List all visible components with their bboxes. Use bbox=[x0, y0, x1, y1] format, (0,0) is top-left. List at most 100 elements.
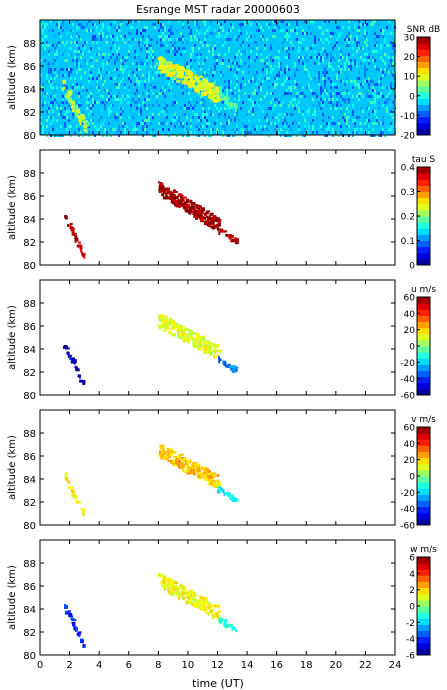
noise-cell bbox=[290, 29, 292, 32]
noise-cell bbox=[372, 92, 374, 95]
noise-cell bbox=[310, 47, 312, 50]
noise-cell bbox=[290, 80, 292, 83]
colorbar-tick-label: -40 bbox=[400, 375, 415, 385]
echo-layer bbox=[63, 573, 238, 648]
echo-cell bbox=[211, 481, 215, 485]
noise-cell bbox=[284, 47, 286, 50]
noise-cell bbox=[120, 68, 122, 71]
noise-cell bbox=[230, 68, 232, 71]
noise-cell bbox=[170, 116, 172, 119]
noise-cell bbox=[156, 101, 158, 104]
noise-cell bbox=[294, 29, 296, 32]
noise-cell bbox=[342, 56, 344, 59]
echo-cell bbox=[67, 223, 70, 227]
noise-cell bbox=[116, 98, 118, 101]
noise-cell bbox=[236, 83, 238, 86]
noise-cell bbox=[352, 80, 354, 83]
noise-cell bbox=[228, 119, 230, 122]
noise-cell bbox=[98, 89, 100, 92]
noise-cell bbox=[112, 35, 114, 38]
noise-cell bbox=[218, 113, 220, 116]
echo-cell bbox=[202, 341, 207, 345]
noise-cell bbox=[248, 110, 250, 113]
echo-cell bbox=[80, 116, 83, 119]
noise-cell bbox=[326, 104, 328, 107]
noise-cell bbox=[388, 92, 390, 95]
noise-cell bbox=[50, 101, 52, 104]
noise-cell bbox=[146, 62, 148, 65]
noise-cell bbox=[74, 41, 76, 44]
noise-cell bbox=[166, 44, 168, 47]
noise-cell bbox=[252, 92, 254, 95]
noise-cell bbox=[152, 77, 154, 80]
echo-cell bbox=[66, 352, 70, 356]
noise-cell bbox=[392, 101, 394, 104]
echo-cell bbox=[212, 83, 215, 87]
noise-cell bbox=[264, 77, 266, 80]
noise-cell bbox=[272, 116, 274, 119]
colorbar-swatch bbox=[417, 61, 430, 69]
noise-cell bbox=[210, 38, 212, 41]
noise-cell bbox=[242, 20, 244, 23]
noise-cell bbox=[216, 56, 218, 59]
echo-cell bbox=[182, 592, 186, 596]
echo-cell bbox=[231, 626, 234, 630]
noise-cell bbox=[148, 71, 150, 74]
noise-cell bbox=[258, 113, 260, 116]
echo-cell bbox=[217, 482, 222, 487]
noise-cell bbox=[346, 122, 348, 125]
colorbar-swatch bbox=[417, 185, 430, 192]
noise-cell bbox=[290, 32, 292, 35]
noise-cell bbox=[170, 26, 172, 29]
echo-cell bbox=[215, 92, 218, 96]
noise-cell bbox=[310, 32, 312, 35]
noise-cell bbox=[190, 125, 192, 128]
noise-cell bbox=[90, 56, 92, 59]
noise-cell bbox=[122, 107, 124, 110]
noise-cell bbox=[312, 104, 314, 107]
noise-cell bbox=[210, 128, 212, 131]
echo-cell bbox=[181, 595, 184, 600]
noise-cell bbox=[338, 65, 340, 68]
noise-cell bbox=[298, 41, 300, 44]
noise-cell bbox=[280, 23, 282, 26]
noise-cell bbox=[76, 86, 78, 89]
noise-cell bbox=[308, 98, 310, 101]
colorbar-swatch bbox=[417, 37, 430, 44]
colorbar-swatch bbox=[417, 339, 430, 347]
noise-cell bbox=[58, 71, 60, 74]
noise-cell bbox=[46, 107, 48, 110]
noise-cell bbox=[262, 29, 264, 32]
noise-cell bbox=[126, 56, 128, 59]
noise-cell bbox=[138, 20, 140, 23]
colorbar-swatch bbox=[417, 315, 430, 322]
noise-cell bbox=[340, 95, 342, 98]
noise-cell bbox=[266, 119, 268, 122]
noise-cell bbox=[202, 131, 204, 134]
noise-cell bbox=[126, 125, 128, 128]
noise-cell bbox=[272, 59, 274, 62]
echo-cell bbox=[189, 598, 192, 603]
echo-cell bbox=[83, 123, 87, 128]
noise-cell bbox=[278, 71, 280, 74]
noise-cell bbox=[382, 35, 384, 38]
noise-cell bbox=[330, 86, 332, 89]
echo-cell bbox=[177, 454, 182, 459]
noise-cell bbox=[212, 80, 214, 83]
noise-cell bbox=[314, 113, 316, 116]
noise-cell bbox=[324, 74, 326, 77]
colorbar-swatch bbox=[417, 506, 430, 514]
echo-cell bbox=[191, 336, 194, 339]
noise-cell bbox=[368, 77, 370, 80]
noise-cell bbox=[358, 89, 360, 92]
noise-cell bbox=[98, 53, 100, 56]
noise-cell bbox=[278, 89, 280, 92]
noise-cell bbox=[96, 80, 98, 83]
noise-cell bbox=[302, 38, 304, 41]
noise-cell bbox=[66, 86, 68, 89]
noise-cell bbox=[252, 77, 254, 80]
echo-cell bbox=[202, 78, 206, 81]
noise-cell bbox=[52, 110, 54, 113]
noise-cell bbox=[232, 23, 234, 26]
noise-cell bbox=[366, 125, 368, 128]
